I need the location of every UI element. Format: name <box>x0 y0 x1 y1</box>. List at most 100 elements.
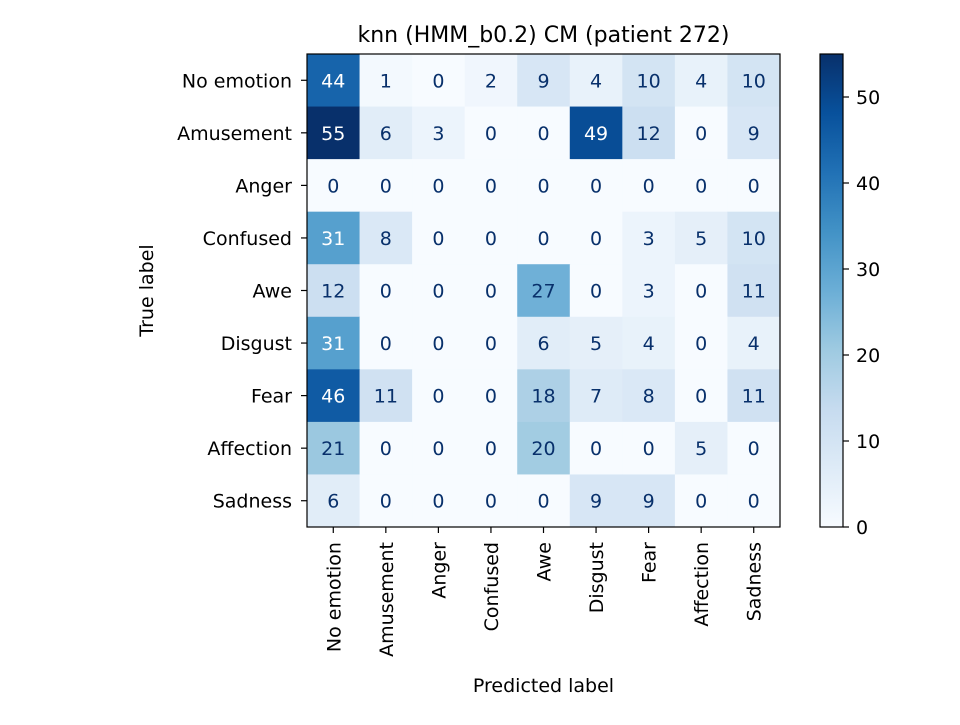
x-tick-label: Amusement <box>376 542 398 657</box>
heatmap-cell <box>359 421 413 475</box>
cell-value-label: 0 <box>432 386 444 408</box>
heatmap-cell <box>622 159 676 213</box>
heatmap-cell <box>569 316 623 370</box>
cell-value-label: 0 <box>485 438 497 460</box>
heatmap-cell <box>464 106 518 160</box>
heatmap-cell <box>464 369 518 423</box>
heatmap-cell <box>307 474 361 528</box>
heatmap-cell <box>464 421 518 475</box>
cell-value-label: 0 <box>432 438 444 460</box>
cell-value-label: 55 <box>321 123 345 145</box>
heatmap-cell <box>727 159 781 213</box>
y-axis-label: True label <box>136 244 158 337</box>
cell-value-label: 0 <box>485 386 497 408</box>
heatmap-cell <box>569 264 623 318</box>
heatmap-cell <box>464 54 518 108</box>
heatmap-cell <box>517 316 571 370</box>
x-tick-label: Sadness <box>744 542 766 621</box>
cell-value-label: 0 <box>590 438 602 460</box>
heatmap-cell <box>464 316 518 370</box>
cell-value-label: 9 <box>590 491 602 513</box>
heatmap-cell <box>674 211 728 265</box>
cell-value-label: 8 <box>380 228 392 250</box>
heatmap-cell <box>517 264 571 318</box>
heatmap-cell <box>464 211 518 265</box>
heatmap-cell <box>412 421 466 475</box>
cell-value-label: 0 <box>748 491 760 513</box>
cell-value-label: 0 <box>695 386 707 408</box>
cell-value-label: 11 <box>374 386 398 408</box>
cell-value-label: 0 <box>537 228 549 250</box>
heatmap-cell <box>359 54 413 108</box>
cell-value-label: 0 <box>380 175 392 197</box>
x-tick-label: Awe <box>534 542 556 581</box>
cell-value-label: 5 <box>695 438 707 460</box>
heatmap-cell <box>412 474 466 528</box>
cell-value-label: 0 <box>432 491 444 513</box>
heatmap-cell <box>517 211 571 265</box>
cell-value-label: 0 <box>380 491 392 513</box>
heatmap-cell <box>569 159 623 213</box>
heatmap-cell <box>569 54 623 108</box>
heatmap-cell <box>622 316 676 370</box>
cell-value-label: 6 <box>537 333 549 355</box>
cell-value-label: 20 <box>531 438 555 460</box>
heatmap-cell <box>622 54 676 108</box>
cell-value-label: 5 <box>590 333 602 355</box>
heatmap-cell <box>517 54 571 108</box>
heatmap-cell <box>674 264 728 318</box>
chart-title: knn (HMM_b0.2) CM (patient 272) <box>357 23 729 48</box>
cell-value-label: 10 <box>742 228 766 250</box>
heatmap-cell <box>727 474 781 528</box>
cell-value-label: 2 <box>485 70 497 92</box>
cell-value-label: 0 <box>380 333 392 355</box>
cell-value-label: 0 <box>432 281 444 303</box>
heatmap-cell <box>359 106 413 160</box>
cell-value-label: 0 <box>432 333 444 355</box>
heatmap-cell <box>674 159 728 213</box>
heatmap-cell <box>622 421 676 475</box>
x-tick-label: Confused <box>481 542 503 631</box>
cell-value-label: 31 <box>321 333 345 355</box>
heatmap-cell <box>307 159 361 213</box>
heatmap-cell <box>727 54 781 108</box>
cell-value-label: 0 <box>695 281 707 303</box>
heatmap-cell <box>622 474 676 528</box>
cell-value-label: 0 <box>748 175 760 197</box>
heatmap-cell <box>307 264 361 318</box>
heatmap-cell <box>622 211 676 265</box>
heatmap-cell <box>359 159 413 213</box>
colorbar-tick-label: 10 <box>856 431 880 453</box>
cell-value-label: 0 <box>380 438 392 460</box>
heatmap-cell <box>359 264 413 318</box>
cell-value-label: 11 <box>742 281 766 303</box>
cell-value-label: 0 <box>432 70 444 92</box>
cell-value-label: 49 <box>584 123 608 145</box>
y-tick-label: Sadness <box>213 491 292 513</box>
y-tick-label: Confused <box>203 228 292 250</box>
heatmap-cell <box>674 369 728 423</box>
colorbar-tick-label: 0 <box>856 517 868 539</box>
cell-value-label: 8 <box>643 386 655 408</box>
cell-value-label: 27 <box>531 281 555 303</box>
y-tick-label: Disgust <box>221 333 292 355</box>
heatmap-cell <box>622 264 676 318</box>
colorbar-tick-label: 40 <box>856 173 880 195</box>
heatmap-cell <box>727 421 781 475</box>
heatmap-cell <box>359 211 413 265</box>
cell-value-label: 0 <box>748 438 760 460</box>
y-tick-label: Fear <box>251 386 292 408</box>
heatmap-cell <box>569 421 623 475</box>
cell-value-label: 4 <box>748 333 760 355</box>
heatmap-cell <box>412 159 466 213</box>
cell-value-label: 0 <box>695 333 707 355</box>
cell-value-label: 46 <box>321 386 345 408</box>
heatmap-cell <box>569 211 623 265</box>
heatmap-cell <box>517 106 571 160</box>
heatmap-cell <box>464 474 518 528</box>
cell-value-label: 0 <box>432 228 444 250</box>
heatmap-cell <box>517 159 571 213</box>
cell-value-label: 0 <box>537 123 549 145</box>
y-tick-label: Awe <box>253 281 292 303</box>
